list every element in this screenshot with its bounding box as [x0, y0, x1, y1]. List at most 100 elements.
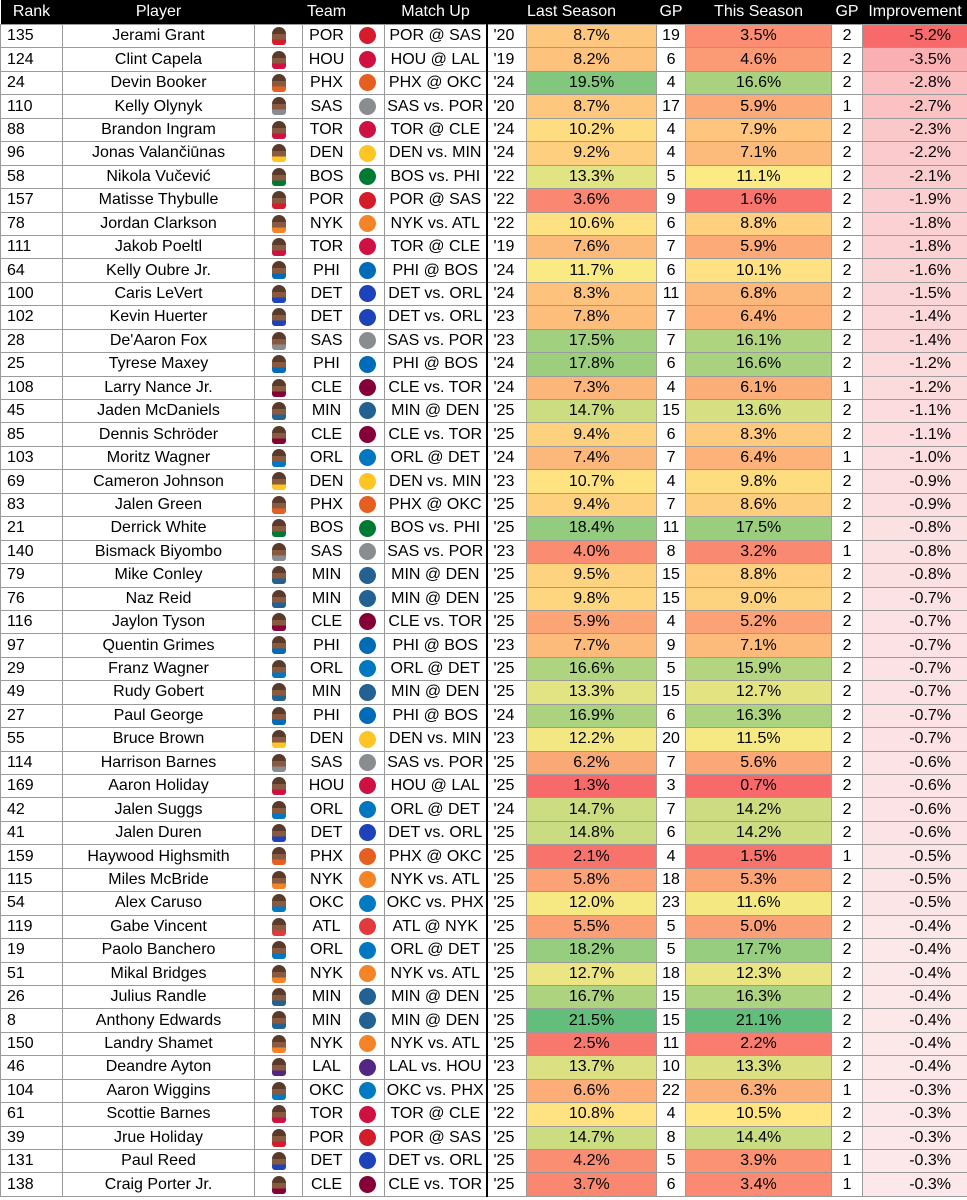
table-row[interactable]: 110 Kelly Olynyk SAS SAS vs. POR '20 8.7% 17 5.… — [0, 94, 967, 119]
table-row[interactable]: 140 Bismack Biyombo SAS SAS vs. POR '23 4.0% 8… — [0, 539, 967, 565]
headshot — [254, 773, 303, 799]
table-row[interactable]: 64 Kelly Oubre Jr. PHI PHI @ BOS '24 11.7% 6 10… — [0, 258, 967, 283]
matchup: DEN vs. MIN — [384, 141, 487, 166]
improvement-pct: -0.3% — [862, 1172, 967, 1197]
table-row[interactable]: 49 Rudy Gobert MIN MIN @ DEN '25 13.3% 15 12.7%… — [0, 680, 967, 705]
table-row[interactable]: 108 Larry Nance Jr. CLE CLE vs. TOR '24 7.3% 4… — [0, 375, 967, 401]
improvement-pct: -0.6% — [862, 750, 967, 776]
table-row[interactable]: 21 Derrick White BOS BOS vs. PHI '25 18.4% 11 1… — [0, 516, 967, 541]
table-row[interactable]: 124 Clint Capela HOU HOU @ LAL '19 8.2% 6 4.6% 2… — [0, 47, 967, 72]
team-abbr: NYK — [302, 961, 351, 986]
season-year: '25 — [485, 563, 527, 588]
table-row[interactable]: 46 Deandre Ayton LAL LAL vs. HOU '23 13.7% 10 1… — [0, 1055, 967, 1080]
team-abbr: CLE — [302, 1172, 351, 1197]
table-row[interactable]: 138 Craig Porter Jr. CLE CLE vs. TOR '25 3.7%… — [0, 1172, 967, 1197]
player-name: Clint Capela — [62, 47, 255, 72]
table-row[interactable]: 169 Aaron Holiday HOU HOU @ LAL '25 1.3% 3 0.7%… — [0, 773, 967, 799]
table-row[interactable]: 39 Jrue Holiday POR POR @ SAS '25 14.7% 8 14.4%… — [0, 1125, 967, 1151]
player-headshot-icon — [271, 1081, 286, 1100]
table-row[interactable]: 103 Moritz Wagner ORL ORL @ DET '24 7.4% 7 6.4%… — [0, 445, 967, 471]
table-row[interactable]: 157 Matisse Thybulle POR POR @ SAS '22 3.6% 9 1… — [0, 188, 967, 213]
table-row[interactable]: 29 Franz Wagner ORL ORL @ DET '25 16.6% 5 15.9%… — [0, 656, 967, 682]
last-season-pct: 11.7% — [525, 258, 658, 283]
season-year: '23 — [485, 469, 527, 494]
table-row[interactable]: 159 Haywood Highsmith PHX PHX @ OKC '25 2.1% 4… — [0, 844, 967, 869]
season-year: '20 — [485, 23, 527, 49]
table-row[interactable]: 41 Jalen Duren DET DET vs. ORL '25 14.8% 6 14.2… — [0, 820, 967, 846]
this-season-pct: 14.2% — [685, 797, 833, 822]
team-logo — [350, 539, 385, 565]
last-season-pct: 9.4% — [525, 422, 658, 447]
table-row[interactable]: 24 Devin Booker PHX PHX @ OKC '24 19.5% 4 16.6%… — [0, 70, 967, 96]
table-row[interactable]: 28 De'Aaron Fox SAS SAS vs. POR '23 17.5% 7 16.… — [0, 328, 967, 354]
table-row[interactable]: 55 Bruce Brown DEN DEN vs. MIN '23 12.2% 20 11.… — [0, 727, 967, 752]
table-row[interactable]: 104 Aaron Wiggins OKC OKC vs. PHX '25 6.6% 22 6… — [0, 1078, 967, 1104]
table-row[interactable]: 135 Jerami Grant POR POR @ SAS '20 8.7% 19 3.5%… — [0, 23, 967, 49]
team-logo-icon — [359, 707, 376, 725]
header-team[interactable]: Team — [302, 0, 351, 25]
rank-cell: 61 — [0, 1102, 63, 1127]
table-row[interactable]: 115 Miles McBride NYK NYK vs. ATL '25 5.8% 18 5… — [0, 867, 967, 893]
team-logo-icon — [359, 332, 376, 350]
table-row[interactable]: 100 Caris LeVert DET DET vs. ORL '24 8.3% 11 6.… — [0, 281, 967, 307]
table-row[interactable]: 131 Paul Reed DET DET vs. ORL '25 4.2% 5 3.9% 1-… — [0, 1148, 967, 1174]
header-gp-this[interactable]: GP — [831, 0, 863, 25]
last-season-pct: 13.7% — [525, 1055, 658, 1080]
table-row[interactable]: 45 Jaden McDaniels MIN MIN @ DEN '25 14.7% 15 1… — [0, 398, 967, 424]
team-abbr: SAS — [302, 750, 351, 776]
table-row[interactable]: 19 Paolo Banchero ORL ORL @ DET '25 18.2% 5 17.… — [0, 938, 967, 963]
table-row[interactable]: 51 Mikal Bridges NYK NYK vs. ATL '25 12.7% 18 1… — [0, 961, 967, 986]
table-row[interactable]: 26 Julius Randle MIN MIN @ DEN '25 16.7% 15 16.… — [0, 984, 967, 1010]
player-headshot-icon — [271, 238, 286, 257]
table-row[interactable]: 83 Jalen Green PHX PHX @ OKC '25 9.4% 7 8.6% 2 -0… — [0, 492, 967, 518]
table-row[interactable]: 58 Nikola Vučević BOS BOS vs. PHI '22 13.3% 5 1… — [0, 164, 967, 190]
gp-last-season: 4 — [656, 469, 687, 494]
table-row[interactable]: 88 Brandon Ingram TOR TOR @ CLE '24 10.2% 4 7.9… — [0, 117, 967, 143]
table-row[interactable]: 114 Harrison Barnes SAS SAS vs. POR '25 6.2% 7… — [0, 750, 967, 776]
table-row[interactable]: 150 Landry Shamet NYK NYK vs. ATL '25 2.5% 11 2… — [0, 1031, 967, 1057]
gp-this-season: 1 — [831, 539, 864, 565]
header-this-season[interactable]: This Season — [685, 0, 832, 25]
table-row[interactable]: 78 Jordan Clarkson NYK NYK vs. ATL '22 10.6% 6… — [0, 211, 967, 236]
player-headshot-icon — [271, 730, 286, 749]
gp-last-season: 7 — [656, 750, 687, 776]
improvement-pct: -2.2% — [862, 141, 967, 166]
this-season-pct: 0.7% — [685, 773, 833, 799]
last-season-pct: 7.7% — [525, 633, 658, 658]
table-row[interactable]: 69 Cameron Johnson DEN DEN vs. MIN '23 10.7% 4… — [0, 469, 967, 494]
table-row[interactable]: 54 Alex Caruso OKC OKC vs. PHX '25 12.0% 23 11.… — [0, 891, 967, 916]
table-row[interactable]: 111 Jakob Poeltl TOR TOR @ CLE '19 7.6% 7 5.9% 2… — [0, 234, 967, 260]
table-row[interactable]: 79 Mike Conley MIN MIN @ DEN '25 9.5% 15 8.8% 2-… — [0, 563, 967, 588]
player-headshot-icon — [271, 589, 286, 608]
gp-this-season: 2 — [831, 656, 864, 682]
table-row[interactable]: 8 Anthony Edwards MIN MIN @ DEN '25 21.5% 15 21… — [0, 1008, 967, 1033]
this-season-pct: 4.6% — [685, 47, 833, 72]
header-improvement[interactable]: Improvement — [862, 0, 967, 25]
gp-last-season: 6 — [656, 211, 687, 236]
header-last-season[interactable]: Last Season — [486, 0, 657, 25]
this-season-pct: 16.6% — [685, 352, 833, 377]
gp-last-season: 4 — [656, 844, 687, 869]
table-row[interactable]: 61 Scottie Barnes TOR TOR @ CLE '22 10.8% 4 10.… — [0, 1102, 967, 1127]
table-row[interactable]: 85 Dennis Schröder CLE CLE vs. TOR '25 9.4% 6 8… — [0, 422, 967, 447]
table-row[interactable]: 42 Jalen Suggs ORL ORL @ DET '24 14.7% 7 14.2% 2… — [0, 797, 967, 822]
table-row[interactable]: 27 Paul George PHI PHI @ BOS '24 16.9% 6 16.3% 2… — [0, 703, 967, 729]
table-row[interactable]: 25 Tyrese Maxey PHI PHI @ BOS '24 17.8% 6 16.6%… — [0, 352, 967, 377]
table-row[interactable]: 102 Kevin Huerter DET DET vs. ORL '23 7.8% 7 6.… — [0, 305, 967, 330]
header-gp-last[interactable]: GP — [656, 0, 686, 25]
player-name: Miles McBride — [62, 867, 255, 893]
table-row[interactable]: 96 Jonas Valančiūnas DEN DEN vs. MIN '24 9.2%… — [0, 141, 967, 166]
header-rank[interactable]: Rank — [0, 0, 63, 25]
table-row[interactable]: 116 Jaylon Tyson CLE CLE vs. TOR '25 5.9% 4 5.2… — [0, 609, 967, 635]
header-matchup[interactable]: Match Up — [384, 0, 487, 25]
table-row[interactable]: 97 Quentin Grimes PHI PHI @ BOS '23 7.7% 9 7.1%… — [0, 633, 967, 658]
table-row[interactable]: 119 Gabe Vincent ATL ATL @ NYK '25 5.5% 5 5.0% 2… — [0, 914, 967, 940]
last-season-pct: 4.0% — [525, 539, 658, 565]
this-season-pct: 6.4% — [685, 445, 833, 471]
team-abbr: ORL — [302, 797, 351, 822]
table-row[interactable]: 76 Naz Reid MIN MIN @ DEN '25 9.8% 15 9.0% 2 -0.7… — [0, 586, 967, 611]
gp-last-season: 11 — [656, 516, 687, 541]
header-player[interactable]: Player — [62, 0, 255, 25]
this-season-pct: 14.4% — [685, 1125, 833, 1151]
player-headshot-icon — [271, 519, 286, 538]
